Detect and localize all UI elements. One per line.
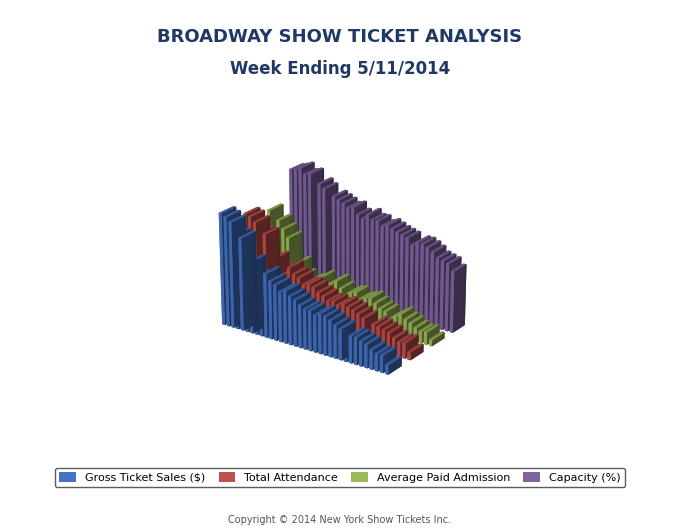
Text: Week Ending 5/11/2014: Week Ending 5/11/2014 [230, 60, 450, 78]
Legend: Gross Ticket Sales ($), Total Attendance, Average Paid Admission, Capacity (%): Gross Ticket Sales ($), Total Attendance… [55, 467, 625, 488]
Text: BROADWAY SHOW TICKET ANALYSIS: BROADWAY SHOW TICKET ANALYSIS [158, 28, 522, 46]
Text: Copyright © 2014 New York Show Tickets Inc.: Copyright © 2014 New York Show Tickets I… [228, 515, 452, 525]
